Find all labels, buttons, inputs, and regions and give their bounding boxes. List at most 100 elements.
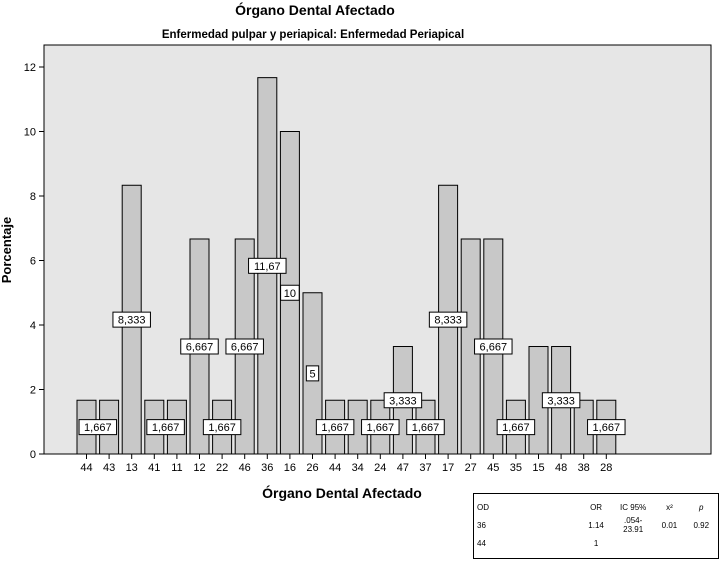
data-label-box — [225, 338, 264, 355]
data-label-text: 1,667 — [367, 422, 395, 434]
cell-od: 36 — [477, 520, 486, 530]
data-label-box — [474, 338, 513, 355]
odds-ratio-table: OD OR IC 95% x² p 36 1.14 .054- 23.91 0.… — [473, 493, 719, 559]
cell-od: 44 — [477, 538, 486, 548]
data-label-text: 6,667 — [480, 341, 508, 353]
data-label-box — [78, 419, 118, 436]
x-tick-label: 48 — [555, 462, 567, 474]
y-tick-label: 4 — [30, 320, 36, 332]
data-label-text: 8,333 — [118, 315, 146, 327]
x-tick-label: 17 — [442, 462, 454, 474]
data-label: 6,667 — [225, 338, 264, 355]
cell-p — [685, 536, 718, 550]
data-label-text: 6,667 — [231, 341, 259, 353]
y-tick-label: 12 — [24, 62, 36, 74]
x-tick-label: 28 — [600, 462, 612, 474]
x-axis-label: Órgano Dental Afectado — [262, 484, 422, 501]
x-tick-label: 15 — [532, 462, 544, 474]
cell-ic-line1: .054- — [624, 516, 643, 525]
cell-ic: .054- 23.91 — [612, 514, 654, 536]
data-label-box — [496, 419, 536, 436]
chart-title: Órgano Dental Afectado — [235, 1, 395, 18]
cell-chi — [654, 536, 684, 550]
x-tick-label: 34 — [352, 462, 364, 474]
cell-ic-line2: 23.91 — [623, 525, 644, 534]
cell-p: 0.92 — [693, 520, 710, 530]
data-label-box — [361, 419, 400, 436]
data-label-box — [248, 257, 287, 274]
data-label: 3,333 — [541, 392, 581, 409]
data-label-text: 10 — [284, 288, 296, 300]
data-label: 6,667 — [180, 338, 219, 355]
header-chi: x² — [666, 502, 673, 512]
x-tick-label: 43 — [103, 462, 115, 474]
data-label-box — [315, 419, 355, 436]
data-label: 1,667 — [361, 419, 400, 436]
data-label-box — [280, 284, 300, 301]
x-tick-label: 26 — [306, 462, 318, 474]
data-label-text: 5 — [309, 368, 315, 380]
data-label-text: 1,667 — [84, 422, 112, 434]
stats-table: OD OR IC 95% x² p 36 1.14 .054- 23.91 0.… — [474, 500, 718, 550]
x-tick-label: 35 — [510, 462, 522, 474]
x-tick-label: 24 — [374, 462, 386, 474]
x-tick-label: 44 — [80, 462, 92, 474]
stats-row: 36 1.14 .054- 23.91 0.01 0.92 — [474, 514, 718, 536]
data-label-box — [541, 392, 581, 409]
stats-row: 44 1 — [474, 536, 718, 550]
x-tick-label: 27 — [465, 462, 477, 474]
y-tick-label: 0 — [30, 449, 36, 461]
y-axis: 0 2 4 6 8 10 12 — [24, 62, 44, 461]
data-label-box — [180, 338, 219, 355]
x-tick-label: 46 — [239, 462, 251, 474]
data-label: 1,667 — [315, 419, 355, 436]
x-tick-label: 12 — [193, 462, 205, 474]
header-od: OD — [477, 502, 489, 512]
data-label-box — [146, 419, 185, 436]
data-label: 11,67 — [248, 257, 287, 274]
x-tick-label: 38 — [578, 462, 590, 474]
cell-ic — [612, 536, 654, 550]
x-tick-label: 36 — [261, 462, 273, 474]
data-label: 1,667 — [202, 419, 242, 436]
cell-or: 1 — [593, 538, 599, 548]
x-tick-label: 13 — [126, 462, 138, 474]
cell-or: 1.14 — [588, 520, 604, 530]
data-label: 1,667 — [496, 419, 536, 436]
data-label-box — [406, 419, 445, 436]
x-tick-label: 47 — [397, 462, 409, 474]
data-label-text: 1,667 — [208, 422, 236, 434]
x-tick-label: 41 — [148, 462, 160, 474]
data-label-text: 1,667 — [412, 422, 440, 434]
y-tick-label: 2 — [30, 385, 36, 397]
data-label: 6,667 — [474, 338, 513, 355]
data-labels-group: 1,667 8,333 1,667 6,667 1,667 6,667 11,67 10 5 1,… — [78, 257, 626, 436]
data-label: 5 — [305, 365, 320, 382]
data-label-text: 8,333 — [434, 315, 462, 327]
data-label: 8,333 — [428, 311, 468, 328]
plot-area — [43, 44, 712, 455]
y-tick-label: 6 — [30, 256, 36, 268]
y-tick-label: 10 — [24, 127, 36, 139]
data-label-box — [202, 419, 242, 436]
data-label: 10 — [280, 284, 300, 301]
x-axis: 44 43 13 41 11 12 22 46 36 16 26 44 34 24 47 37 17 27 45 35… — [80, 454, 612, 474]
data-label-text: 1,667 — [502, 422, 530, 434]
data-label-text: 1,667 — [152, 422, 180, 434]
data-label-box — [587, 419, 626, 436]
data-label: 8,333 — [112, 311, 151, 328]
header-or: OR — [590, 502, 603, 512]
data-label: 1,667 — [406, 419, 445, 436]
chart-subtitle: Enfermedad pulpar y periapical: Enfermed… — [162, 29, 464, 41]
x-tick-label: 11 — [171, 462, 182, 474]
data-label-text: 11,67 — [254, 261, 281, 273]
cell-chi: 0.01 — [661, 520, 678, 530]
y-axis-label: Porcentaje — [0, 217, 14, 283]
data-label-text: 1,667 — [593, 422, 621, 434]
x-tick-label: 45 — [487, 462, 499, 474]
data-label: 1,667 — [587, 419, 626, 436]
y-tick-label: 8 — [30, 191, 36, 203]
x-tick-label: 22 — [216, 462, 228, 474]
data-label-text: 3,333 — [547, 395, 575, 407]
data-label-box — [112, 311, 151, 328]
